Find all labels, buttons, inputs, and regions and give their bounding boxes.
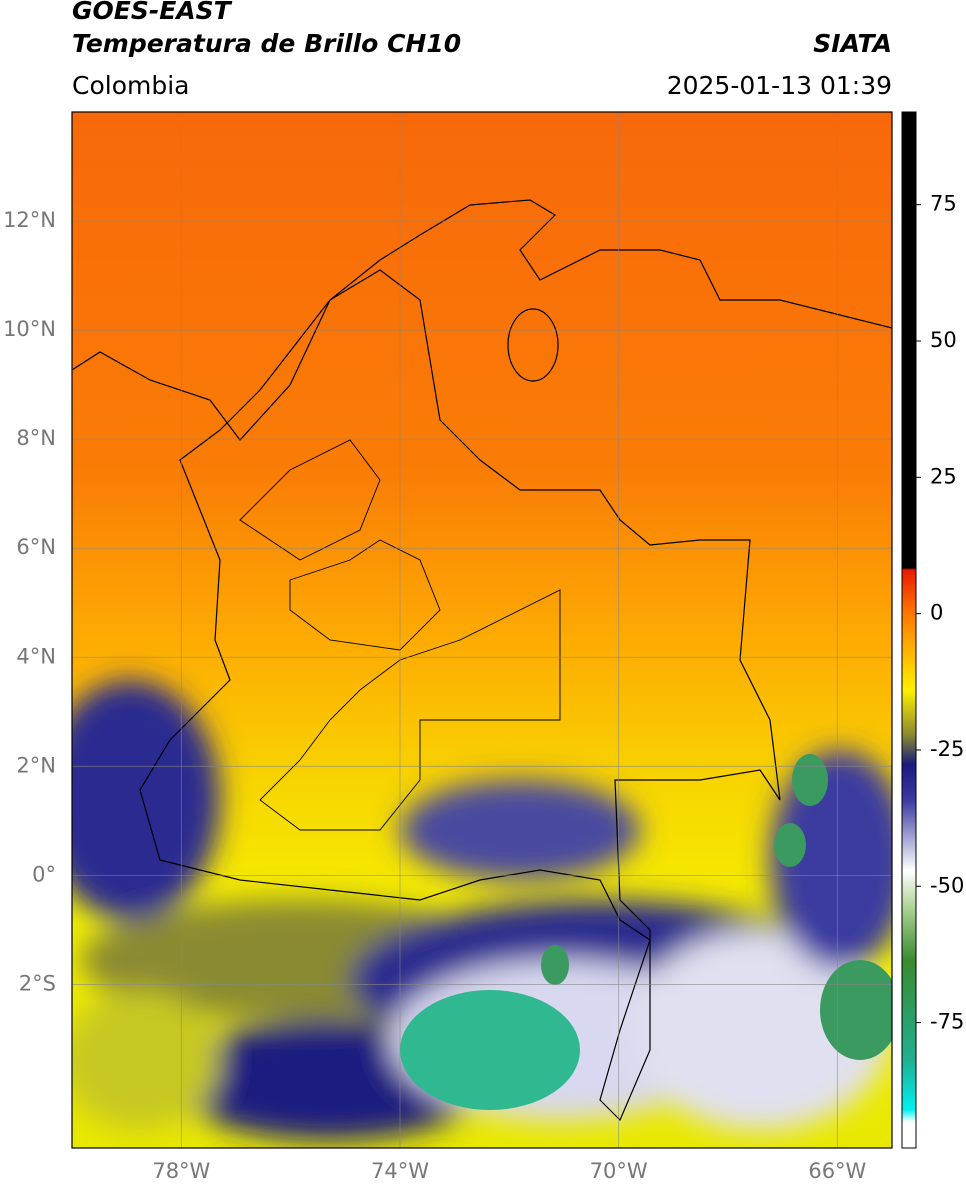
graticule (72, 112, 892, 1148)
lat-tick-label: 2°S (19, 971, 56, 995)
lat-tick-label: 2°N (16, 753, 56, 777)
lon-tick-label: 70°W (590, 1159, 648, 1183)
lon-tick-label: 78°W (152, 1159, 210, 1183)
lat-tick-label: 8°N (16, 426, 56, 450)
cold-cloud (400, 990, 580, 1110)
cold-cloud (774, 823, 806, 867)
lake (507, 308, 559, 382)
timestamp: 2025-01-13 01:39 (667, 71, 892, 100)
cold-cloud (792, 754, 828, 806)
cold-cloud (541, 945, 569, 985)
colorbar-tick-label: 75 (930, 192, 957, 216)
map-frame (71, 111, 893, 1149)
colorbar-tick-label: 25 (930, 464, 957, 488)
colorbar-tick-label: 50 (930, 328, 957, 352)
lat-tick-label: 10°N (3, 317, 56, 341)
map-image (72, 112, 892, 1148)
lon-tick-label: 66°W (808, 1159, 866, 1183)
colorbar (901, 111, 917, 1149)
department-borders (239, 439, 561, 831)
colorbar-tick-label: -25 (930, 737, 964, 761)
source: SIATA (813, 29, 892, 58)
colorbar-tick-label: -50 (930, 873, 964, 897)
border (139, 269, 781, 1122)
lat-tick-label: 4°N (16, 644, 56, 668)
subtitle: Temperatura de Brillo CH10 (72, 29, 461, 58)
cold-cloud (820, 960, 892, 1060)
lat-tick-label: 0° (32, 862, 56, 886)
title: GOES-EAST (72, 0, 233, 25)
coastline (72, 199, 892, 441)
lon-tick-label: 74°W (371, 1159, 429, 1183)
colorbar-tick-label: 0 (930, 601, 943, 625)
lat-tick-label: 12°N (3, 208, 56, 232)
lat-tick-label: 6°N (16, 535, 56, 559)
region: Colombia (72, 71, 189, 100)
colorbar-tick-label: -75 (930, 1010, 964, 1034)
